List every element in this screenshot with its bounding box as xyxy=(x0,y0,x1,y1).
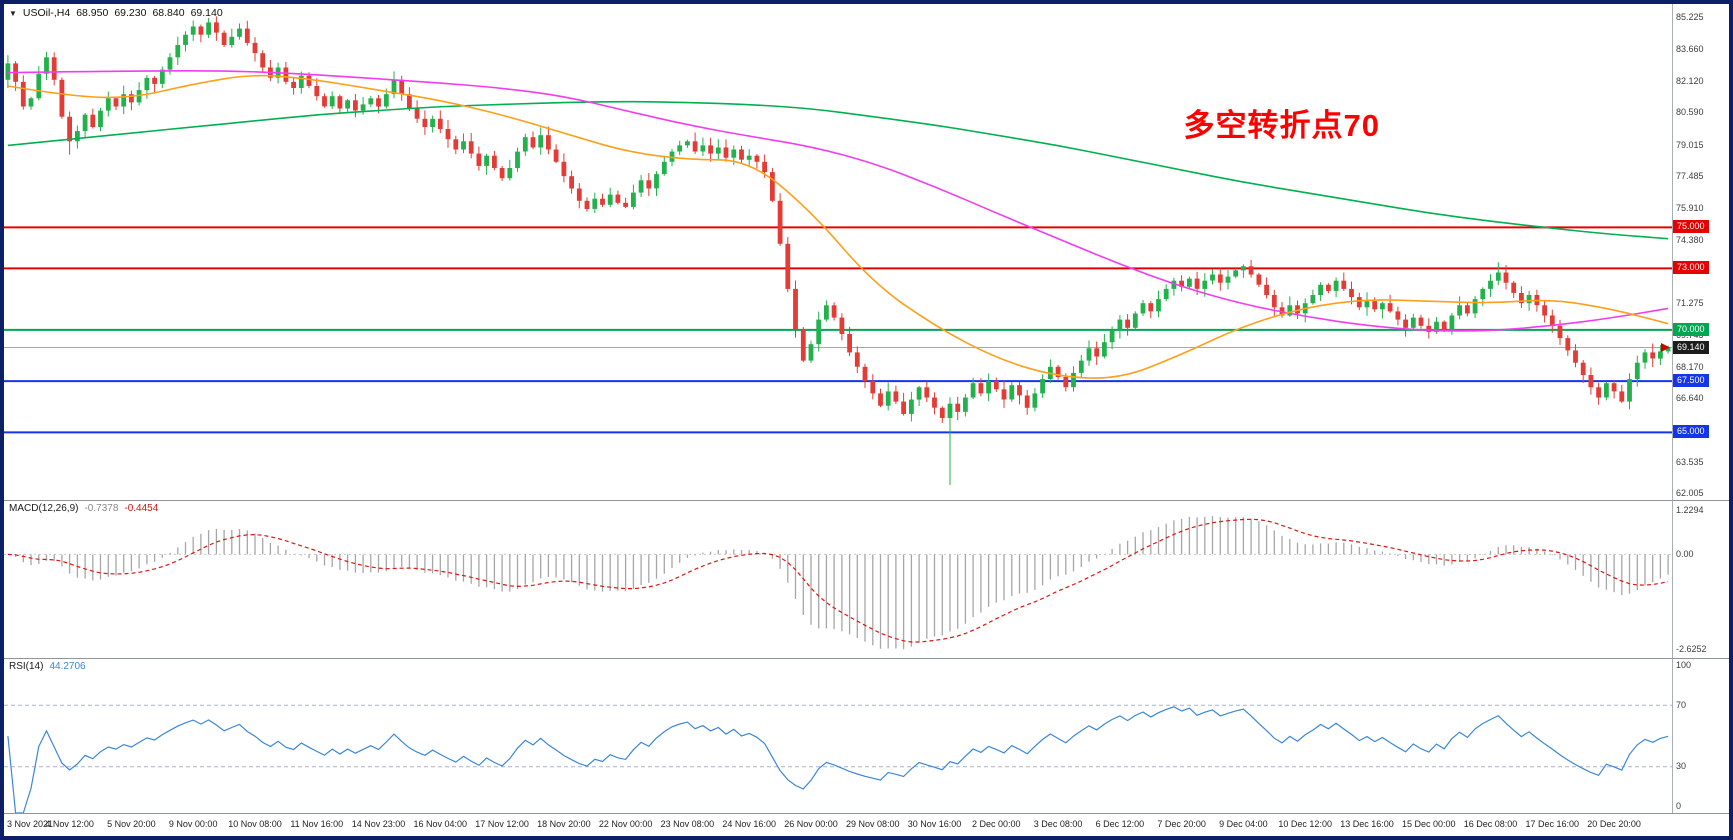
time-axis-label: 9 Nov 00:00 xyxy=(168,819,218,829)
axis-label: 79.015 xyxy=(1676,139,1704,150)
time-axis-label: 5 Nov 20:00 xyxy=(107,819,156,829)
macd-value-signal: -0.4454 xyxy=(124,503,159,514)
price-axis[interactable]: 85.225 83.660 82.120 80.590 79.015 77.485 75.9… xyxy=(1672,4,1729,500)
price-level-badge: 70.000 xyxy=(1673,322,1709,336)
axis-label: 63.535 xyxy=(1676,456,1704,467)
macd-label: MACD(12,26,9) -0.7378 -0.4454 xyxy=(9,503,164,514)
rsi-plot-svg xyxy=(4,704,1672,813)
symbol-dropdown-icon[interactable]: ▼ xyxy=(9,9,17,18)
axis-label: 71.275 xyxy=(1676,298,1704,309)
time-axis-label: 2 Dec 00:00 xyxy=(972,819,1021,829)
axis-label: 30 xyxy=(1676,761,1687,772)
time-axis-label: 10 Nov 08:00 xyxy=(228,819,282,829)
rsi-axis: 100 70 30 0 xyxy=(1672,658,1729,813)
axis-label: 77.485 xyxy=(1676,170,1704,181)
ma-medium-line xyxy=(7,69,1669,332)
price-level-badge: 67.500 xyxy=(1673,374,1709,388)
time-axis-label: 13 Dec 16:00 xyxy=(1340,819,1394,829)
axis-label: 100 xyxy=(1676,660,1692,670)
axis-label: 82.120 xyxy=(1676,75,1704,86)
macd-name: MACD(12,26,9) xyxy=(9,503,79,514)
axis-label: 85.225 xyxy=(1676,12,1704,23)
price-level-badge: 65.000 xyxy=(1673,425,1709,439)
time-axis-label: 16 Nov 04:00 xyxy=(413,819,468,829)
price-plot-svg xyxy=(4,16,1672,485)
ohlc-high: 69.230 xyxy=(114,7,147,19)
macd-signal-line xyxy=(7,518,1669,643)
time-axis-label: 4 Nov 12:00 xyxy=(45,819,94,829)
time-axis-label: 3 Dec 08:00 xyxy=(1033,819,1083,829)
axis-label: 1.2294 xyxy=(1676,504,1704,515)
symbol-timeframe: USOil-,H4 xyxy=(22,7,71,19)
rsi-line xyxy=(7,706,1669,813)
ohlc-open: 68.950 xyxy=(76,7,109,19)
rsi-panel[interactable]: RSI(14) 44.2706 xyxy=(4,658,1672,813)
time-axis-label: 14 Nov 23:00 xyxy=(351,819,406,829)
chart-title[interactable]: ▼ USOil-,H4 68.950 69.230 68.840 69.140 xyxy=(9,7,229,19)
axis-label: 66.640 xyxy=(1676,393,1704,404)
time-axis-label: 30 Nov 16:00 xyxy=(907,819,962,829)
macd-value-main: -0.7378 xyxy=(84,503,119,514)
ohlc-close: 69.140 xyxy=(190,7,223,19)
time-axis-label: 17 Nov 12:00 xyxy=(475,819,529,829)
time-axis-label: 10 Dec 12:00 xyxy=(1278,819,1332,829)
axis-label: 0 xyxy=(1676,801,1682,811)
rsi-label: RSI(14) 44.2706 xyxy=(9,661,92,672)
axis-label: 0.00 xyxy=(1676,548,1694,559)
macd-panel[interactable]: MACD(12,26,9) -0.7378 -0.4454 xyxy=(4,500,1672,658)
axis-label: 80.590 xyxy=(1676,107,1704,118)
axis-label: 74.380 xyxy=(1676,234,1704,245)
time-axis-label: 22 Nov 00:00 xyxy=(598,819,653,829)
time-axis-label: 9 Dec 04:00 xyxy=(1219,819,1268,829)
rsi-name: RSI(14) xyxy=(9,661,44,672)
time-axis-label: 23 Nov 08:00 xyxy=(660,819,715,829)
ma-slow-line xyxy=(7,100,1669,240)
time-axis-label: 16 Dec 08:00 xyxy=(1463,819,1518,829)
price-level-badge: 69.140 xyxy=(1673,340,1709,354)
time-axis-label: 11 Nov 16:00 xyxy=(290,819,344,829)
time-axis-label: 29 Nov 08:00 xyxy=(845,819,900,829)
price-level-badge: 75.000 xyxy=(1673,220,1709,234)
time-axis-label: 6 Dec 12:00 xyxy=(1095,819,1145,829)
axis-label: 83.660 xyxy=(1676,44,1704,55)
price-level-badge: 73.000 xyxy=(1673,261,1709,275)
time-axis-label: 24 Nov 16:00 xyxy=(722,819,776,829)
time-axis[interactable]: 3 Nov 2021 4 Nov 12:00 5 Nov 20:00 9 Nov 00… xyxy=(4,813,1729,836)
ohlc-low: 68.840 xyxy=(152,7,185,19)
annotation-text: 多空转折点70 xyxy=(1183,108,1380,143)
time-axis-label: 15 Dec 00:00 xyxy=(1401,819,1456,829)
time-axis-label: 26 Nov 00:00 xyxy=(784,819,838,829)
time-axis-label: 3 Nov 2021 xyxy=(7,819,54,829)
axis-label: 70 xyxy=(1676,699,1687,710)
current-price-arrow-icon xyxy=(1661,343,1670,352)
rsi-value: 44.2706 xyxy=(49,661,86,672)
axis-label: 68.170 xyxy=(1676,361,1704,372)
axis-label: 62.005 xyxy=(1676,488,1704,499)
time-axis-label: 18 Nov 20:00 xyxy=(537,819,591,829)
time-axis-label: 17 Dec 16:00 xyxy=(1525,819,1580,829)
macd-axis: 1.2294 0.00 -2.6252 xyxy=(1672,500,1729,658)
axis-label: 75.910 xyxy=(1676,203,1704,214)
price-chart-canvas[interactable]: ▼ USOil-,H4 68.950 69.230 68.840 69.140 多空转折点… xyxy=(4,4,1672,500)
time-axis-label: 20 Dec 20:00 xyxy=(1587,819,1641,829)
axis-label: -2.6252 xyxy=(1676,643,1707,654)
macd-plot-svg xyxy=(4,516,1672,650)
time-axis-label: 7 Dec 20:00 xyxy=(1157,819,1206,829)
ma-fast-line xyxy=(7,74,1669,379)
